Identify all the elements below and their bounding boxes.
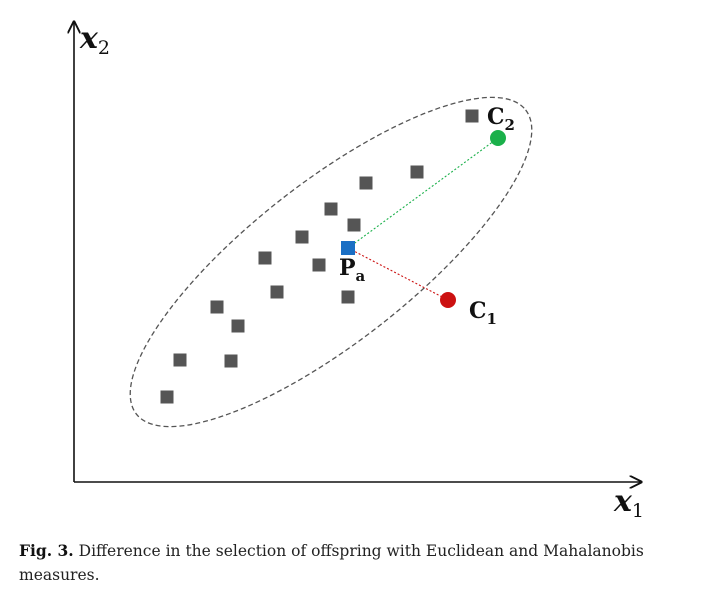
offspring-c2-point bbox=[490, 130, 506, 146]
parent-point bbox=[341, 241, 355, 255]
population-point bbox=[324, 202, 338, 216]
population-point bbox=[295, 230, 309, 244]
population-point bbox=[231, 319, 245, 333]
y-axis-symbol: x bbox=[79, 21, 99, 56]
x-axis-symbol: x bbox=[613, 484, 633, 519]
parent-symbol: P bbox=[339, 255, 356, 281]
population-point bbox=[224, 354, 238, 368]
population-point bbox=[465, 109, 479, 123]
mahalanobis-contour bbox=[129, 96, 533, 428]
parent-label: Pa bbox=[339, 255, 366, 285]
population-point bbox=[173, 353, 187, 367]
population-point bbox=[258, 251, 272, 265]
population-point bbox=[312, 258, 326, 272]
c2-symbol: C bbox=[487, 104, 505, 130]
population-point bbox=[341, 290, 355, 304]
offspring-c1-point bbox=[440, 292, 456, 308]
population-point bbox=[347, 218, 361, 232]
population-point bbox=[359, 176, 373, 190]
parent-subscript: a bbox=[356, 267, 366, 285]
population-point bbox=[410, 165, 424, 179]
caption-label: Fig. 3. bbox=[19, 541, 74, 560]
offspring-c2-label: C2 bbox=[487, 104, 515, 134]
population-point bbox=[210, 300, 224, 314]
offspring-selection-diagram: x2 x1 Pa C2 C1 bbox=[0, 0, 644, 522]
population-point bbox=[270, 285, 284, 299]
distance-line-to-c2 bbox=[347, 137, 499, 249]
c1-subscript: 1 bbox=[487, 310, 497, 328]
caption-text: Difference in the selection of offspring… bbox=[19, 542, 644, 584]
x-axis-label: x1 bbox=[613, 484, 644, 522]
offspring-c1-label: C1 bbox=[469, 298, 497, 328]
population-points bbox=[160, 109, 479, 404]
distance-line-to-c1 bbox=[347, 247, 449, 301]
population-point bbox=[160, 390, 174, 404]
c1-symbol: C bbox=[469, 298, 487, 324]
x-axis-subscript: 1 bbox=[632, 500, 644, 522]
y-axis-label: x2 bbox=[79, 21, 110, 59]
figure-caption: Fig. 3. Difference in the selection of o… bbox=[19, 539, 691, 587]
c2-subscript: 2 bbox=[505, 116, 515, 134]
y-axis-subscript: 2 bbox=[98, 37, 110, 59]
